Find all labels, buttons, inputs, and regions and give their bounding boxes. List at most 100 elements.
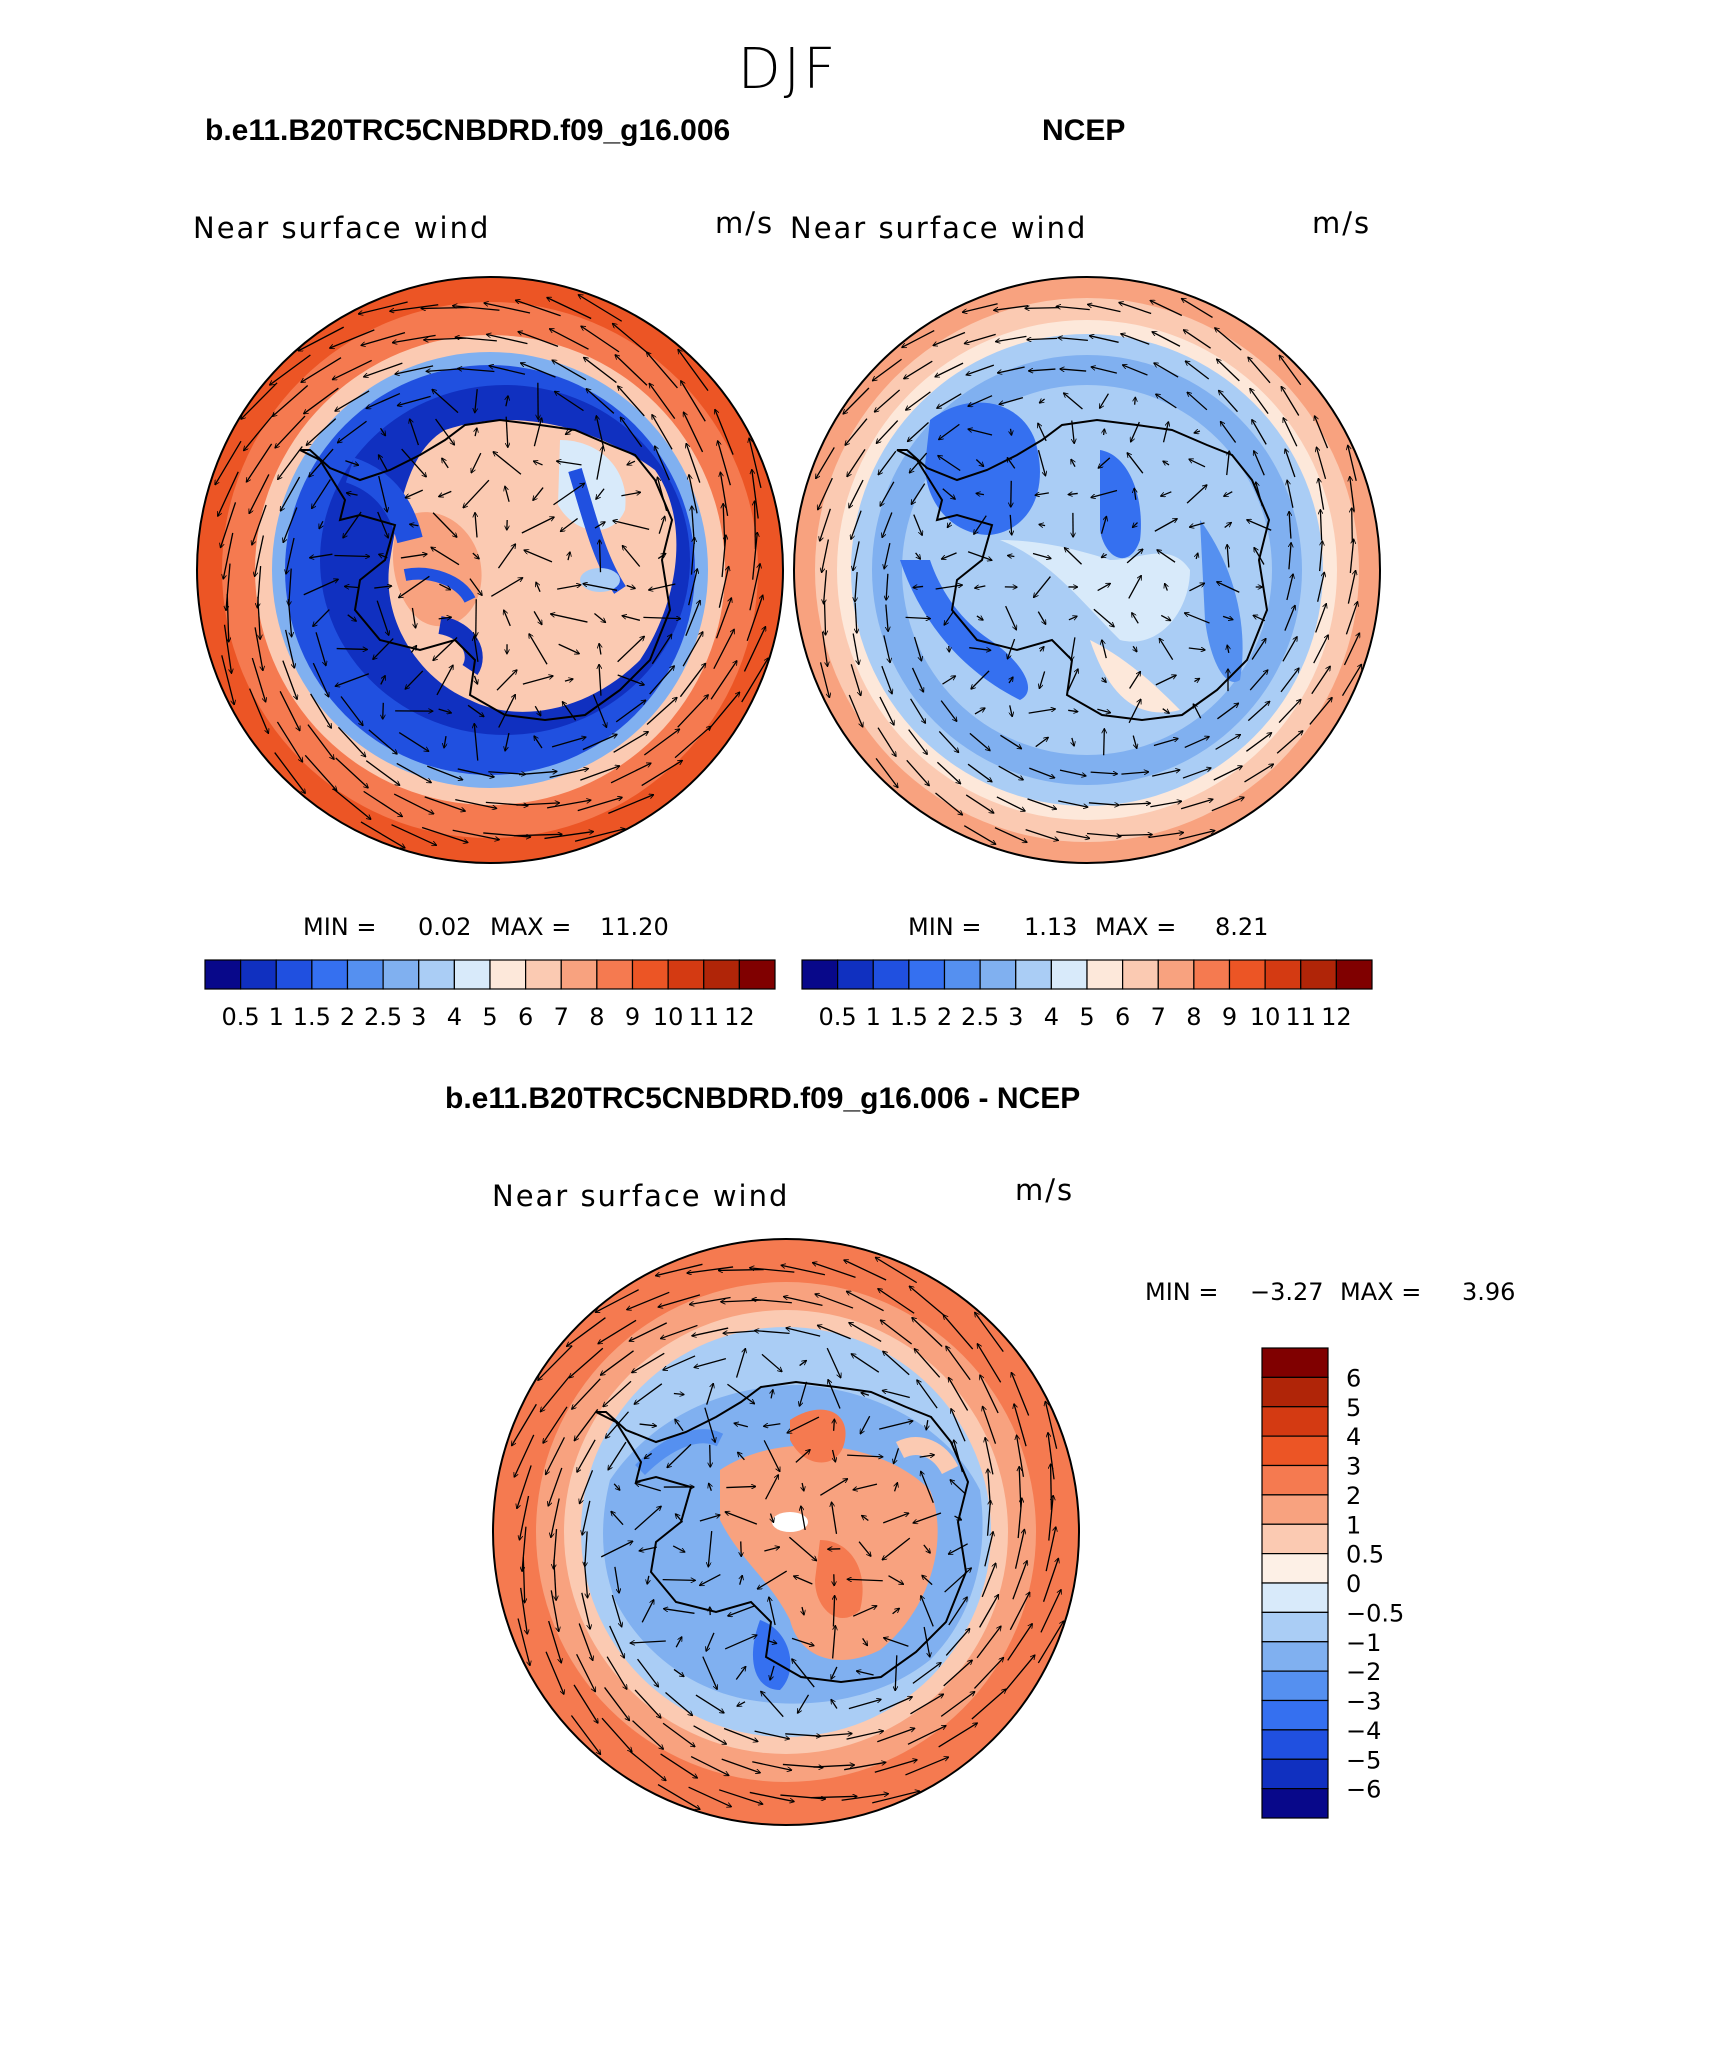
wind-arrow xyxy=(517,1618,530,1665)
wind-arrow xyxy=(1150,801,1181,808)
wind-arrow xyxy=(1127,453,1144,474)
wind-arrow xyxy=(1184,613,1210,624)
wind-arrow xyxy=(533,461,543,466)
colorbar-tick-label: −1 xyxy=(1346,1629,1381,1657)
wind-arrow xyxy=(629,1322,668,1341)
wind-arrow xyxy=(1284,605,1295,631)
wind-arrow xyxy=(1247,520,1272,531)
wind-arrow xyxy=(312,662,328,697)
wind-arrow xyxy=(497,544,515,569)
wind-arrow xyxy=(378,475,388,512)
wind-arrow xyxy=(986,1500,991,1536)
wind-arrow xyxy=(943,1315,974,1350)
wind-arrow xyxy=(1189,459,1206,468)
colorbar-swatch xyxy=(453,959,491,990)
wind-arrow xyxy=(1064,548,1082,565)
colorbar-tick-label: 2 xyxy=(937,1003,952,1031)
wind-arrow xyxy=(988,1469,991,1506)
wind-arrow xyxy=(606,1411,629,1439)
wind-arrow xyxy=(244,412,275,450)
wind-arrow xyxy=(1119,803,1151,805)
wind-arrow xyxy=(595,1289,639,1313)
colorbar-swatch xyxy=(311,959,349,990)
wind-arrow xyxy=(922,1575,933,1586)
wind-arrow xyxy=(1027,798,1057,809)
wind-arrow xyxy=(545,1651,564,1695)
wind-arrow xyxy=(764,1547,779,1552)
wind-arrow xyxy=(1008,556,1015,557)
wind-arrow xyxy=(600,1541,633,1558)
wind-arrow xyxy=(512,1403,537,1445)
wind-arrow xyxy=(886,604,888,632)
wind-arrow xyxy=(376,600,389,636)
wind-arrow xyxy=(438,617,452,619)
wind-arrow xyxy=(950,1480,967,1495)
wind-arrow xyxy=(1007,638,1016,659)
wind-arrow xyxy=(383,702,384,719)
colorbar-tick-label: 2.5 xyxy=(961,1003,999,1031)
wind-arrow xyxy=(1038,423,1047,442)
panel-obs: NCEP Near surface wind m/s 0.5 1 1.5 2 2.5 3 4… xyxy=(790,114,1381,1031)
wind-arrow xyxy=(723,1330,759,1334)
wind-arrow xyxy=(844,1762,886,1771)
wind-arrow xyxy=(411,607,415,628)
wind-arrow xyxy=(679,663,705,698)
wind-arrow xyxy=(543,1406,568,1443)
wind-arrow xyxy=(453,306,500,311)
wind-arrow xyxy=(1162,422,1169,443)
wind-arrow xyxy=(910,1694,943,1715)
wind-arrow xyxy=(746,595,763,642)
wind-arrow xyxy=(335,390,370,411)
wind-arrow xyxy=(574,1408,599,1440)
wind-arrow xyxy=(681,381,706,422)
wind-arrow xyxy=(948,1597,967,1626)
wind-arrow xyxy=(936,761,960,783)
wind-arrow xyxy=(656,1263,703,1275)
wind-arrow xyxy=(767,1641,776,1644)
wind-arrow xyxy=(506,416,508,448)
wind-arrow xyxy=(553,483,585,506)
wind-arrow xyxy=(749,564,760,611)
wind-arrow xyxy=(522,676,553,685)
wind-arrow xyxy=(337,726,365,756)
wind-arrow xyxy=(1101,554,1107,557)
panel-header: b.e11.B20TRC5CNBDRD.f09_g16.006 - NCEP xyxy=(445,1082,1080,1115)
wind-arrow xyxy=(1098,457,1111,468)
wind-arrow xyxy=(332,788,371,820)
wind-arrow xyxy=(584,357,617,384)
wind-arrow xyxy=(735,1348,746,1378)
colorbar-swatch xyxy=(801,959,839,990)
wind-arrow xyxy=(1025,308,1060,309)
colorbar-tick-label: 5 xyxy=(1079,1003,1094,1031)
wind-arrow xyxy=(1247,701,1269,722)
wind-arrow xyxy=(315,632,326,665)
wind-arrow xyxy=(749,438,762,489)
wind-arrow xyxy=(877,727,896,757)
wind-arrow xyxy=(1123,365,1148,376)
colorbar-tick-label: 3 xyxy=(1008,1003,1023,1031)
wind-arrow xyxy=(580,766,619,781)
wind-arrow xyxy=(1012,1561,1027,1600)
wind-arrow xyxy=(1278,699,1301,723)
wind-arrow xyxy=(489,366,526,375)
wind-arrow xyxy=(439,490,452,496)
wind-arrow xyxy=(276,721,302,762)
wind-arrow xyxy=(1097,583,1111,592)
colorbar-tick-label: 11 xyxy=(1285,1003,1316,1031)
wind-arrow xyxy=(442,458,449,469)
wind-arrow xyxy=(1341,664,1362,697)
wind-arrow xyxy=(594,522,605,529)
wind-arrow xyxy=(883,1351,910,1376)
wind-arrow xyxy=(727,1383,754,1403)
wind-arrow xyxy=(335,757,368,788)
wind-arrow xyxy=(1104,429,1105,436)
wind-arrow xyxy=(718,1270,764,1271)
colorbar-swatch xyxy=(1050,959,1088,990)
wind-arrow xyxy=(439,583,450,590)
wind-arrow xyxy=(755,501,756,550)
wind-arrow xyxy=(816,447,835,478)
wind-arrow xyxy=(1227,545,1229,568)
wind-arrow xyxy=(1072,737,1074,746)
wind-arrow xyxy=(360,821,405,848)
wind-arrow xyxy=(647,1575,649,1584)
